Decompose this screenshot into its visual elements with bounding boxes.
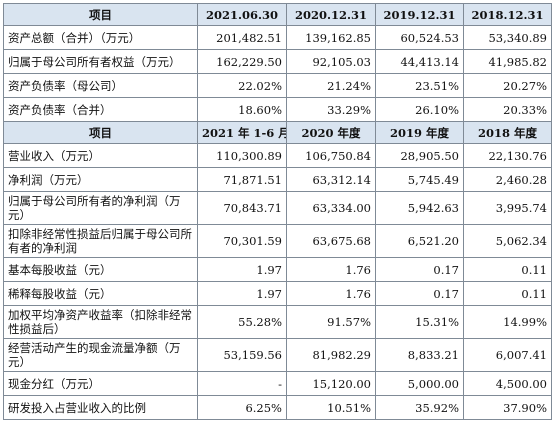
value-cell: 139,162.85 <box>286 25 376 50</box>
header-cell: 2021.06.30 <box>197 3 287 26</box>
value-cell: 1.76 <box>286 281 376 306</box>
row-label: 经营活动产生的现金流量净额（万元） <box>3 338 198 372</box>
value-cell: 1.97 <box>197 281 287 306</box>
row-label: 归属于母公司所有者权益（万元） <box>3 49 198 74</box>
row-label: 加权平均净资产收益率（扣除非经常性损益后） <box>3 305 198 339</box>
row-label: 净利润（万元） <box>3 167 198 192</box>
value-cell: 1.76 <box>286 257 376 282</box>
value-cell: 2,460.28 <box>463 167 552 192</box>
value-cell: 53,340.89 <box>463 25 552 50</box>
row-label: 营业收入（万元） <box>3 143 198 168</box>
value-cell: 106,750.84 <box>286 143 376 168</box>
value-cell: 63,675.68 <box>286 224 376 258</box>
value-cell: 0.11 <box>463 257 552 282</box>
value-cell: 15.31% <box>375 305 464 339</box>
table-row: 研发投入占营业收入的比例 6.25% 10.51% 35.92% 37.90% <box>3 395 552 420</box>
value-cell: 92,105.03 <box>286 49 376 74</box>
value-cell: 10.51% <box>286 395 376 420</box>
value-cell: 5,942.63 <box>375 191 464 225</box>
value-cell: 35.92% <box>375 395 464 420</box>
value-cell: 110,300.89 <box>197 143 287 168</box>
table-row: 扣除非经常性损益后归属于母公司所有者的净利润 70,301.59 63,675.… <box>3 224 552 258</box>
value-cell: 1.97 <box>197 257 287 282</box>
value-cell: 53,159.56 <box>197 338 287 372</box>
row-label: 资产总额（合并）（万元） <box>3 25 198 50</box>
value-cell: 20.33% <box>463 97 552 122</box>
value-cell: 21.24% <box>286 73 376 98</box>
row-label: 稀释每股收益（元） <box>3 281 198 306</box>
value-cell: 6.25% <box>197 395 287 420</box>
value-cell: 15,120.00 <box>286 371 376 396</box>
table-row: 归属于母公司所有者的净利润（万元） 70,843.71 63,334.00 5,… <box>3 191 552 225</box>
header-cell: 2021 年 1-6 月 <box>197 121 287 144</box>
header-cell: 2020.12.31 <box>286 3 376 26</box>
header-cell: 项目 <box>3 121 198 144</box>
value-cell: 201,482.51 <box>197 25 287 50</box>
value-cell: 44,413.14 <box>375 49 464 74</box>
row-label: 资产负债率（母公司） <box>3 73 198 98</box>
value-cell: 4,500.00 <box>463 371 552 396</box>
financial-table-container: 项目 2021.06.30 2020.12.31 2019.12.31 2018… <box>3 3 552 420</box>
value-cell: 71,871.51 <box>197 167 287 192</box>
header-cell: 2018 年度 <box>463 121 552 144</box>
table-row: 稀释每股收益（元） 1.97 1.76 0.17 0.11 <box>3 281 552 306</box>
value-cell: 0.11 <box>463 281 552 306</box>
value-cell: 6,007.41 <box>463 338 552 372</box>
table-row: 资产总额（合并）（万元） 201,482.51 139,162.85 60,52… <box>3 25 552 50</box>
value-cell: 26.10% <box>375 97 464 122</box>
value-cell: 37.90% <box>463 395 552 420</box>
header-cell: 2019 年度 <box>375 121 464 144</box>
value-cell: 70,301.59 <box>197 224 287 258</box>
table-row: 基本每股收益（元） 1.97 1.76 0.17 0.11 <box>3 257 552 282</box>
table-row: 经营活动产生的现金流量净额（万元） 53,159.56 81,982.29 8,… <box>3 338 552 372</box>
value-cell: 5,745.49 <box>375 167 464 192</box>
value-cell: 5,000.00 <box>375 371 464 396</box>
income-header-row: 项目 2021 年 1-6 月 2020 年度 2019 年度 2018 年度 <box>3 121 552 144</box>
value-cell: 18.60% <box>197 97 287 122</box>
value-cell: 5,062.34 <box>463 224 552 258</box>
value-cell: 14.99% <box>463 305 552 339</box>
value-cell: - <box>197 371 287 396</box>
value-cell: 22,130.76 <box>463 143 552 168</box>
row-label: 研发投入占营业收入的比例 <box>3 395 198 420</box>
balance-header-row: 项目 2021.06.30 2020.12.31 2019.12.31 2018… <box>3 3 552 26</box>
row-label: 基本每股收益（元） <box>3 257 198 282</box>
header-cell: 2020 年度 <box>286 121 376 144</box>
table-row: 现金分红（万元） - 15,120.00 5,000.00 4,500.00 <box>3 371 552 396</box>
value-cell: 6,521.20 <box>375 224 464 258</box>
header-cell: 项目 <box>3 3 198 26</box>
value-cell: 0.17 <box>375 257 464 282</box>
table-row: 资产负债率（母公司） 22.02% 21.24% 23.51% 20.27% <box>3 73 552 98</box>
value-cell: 63,312.14 <box>286 167 376 192</box>
value-cell: 28,905.50 <box>375 143 464 168</box>
table-row: 净利润（万元） 71,871.51 63,312.14 5,745.49 2,4… <box>3 167 552 192</box>
value-cell: 20.27% <box>463 73 552 98</box>
value-cell: 22.02% <box>197 73 287 98</box>
value-cell: 60,524.53 <box>375 25 464 50</box>
value-cell: 33.29% <box>286 97 376 122</box>
value-cell: 70,843.71 <box>197 191 287 225</box>
row-label: 现金分红（万元） <box>3 371 198 396</box>
financial-summary-table: 项目 2021.06.30 2020.12.31 2019.12.31 2018… <box>3 3 552 420</box>
header-cell: 2019.12.31 <box>375 3 464 26</box>
row-label: 扣除非经常性损益后归属于母公司所有者的净利润 <box>3 224 198 258</box>
value-cell: 23.51% <box>375 73 464 98</box>
row-label: 归属于母公司所有者的净利润（万元） <box>3 191 198 225</box>
value-cell: 8,833.21 <box>375 338 464 372</box>
row-label: 资产负债率（合并） <box>3 97 198 122</box>
table-row: 营业收入（万元） 110,300.89 106,750.84 28,905.50… <box>3 143 552 168</box>
value-cell: 81,982.29 <box>286 338 376 372</box>
value-cell: 162,229.50 <box>197 49 287 74</box>
value-cell: 3,995.74 <box>463 191 552 225</box>
table-row: 加权平均净资产收益率（扣除非经常性损益后） 55.28% 91.57% 15.3… <box>3 305 552 339</box>
value-cell: 91.57% <box>286 305 376 339</box>
value-cell: 55.28% <box>197 305 287 339</box>
header-cell: 2018.12.31 <box>463 3 552 26</box>
value-cell: 0.17 <box>375 281 464 306</box>
table-row: 资产负债率（合并） 18.60% 33.29% 26.10% 20.33% <box>3 97 552 122</box>
value-cell: 63,334.00 <box>286 191 376 225</box>
table-row: 归属于母公司所有者权益（万元） 162,229.50 92,105.03 44,… <box>3 49 552 74</box>
value-cell: 41,985.82 <box>463 49 552 74</box>
